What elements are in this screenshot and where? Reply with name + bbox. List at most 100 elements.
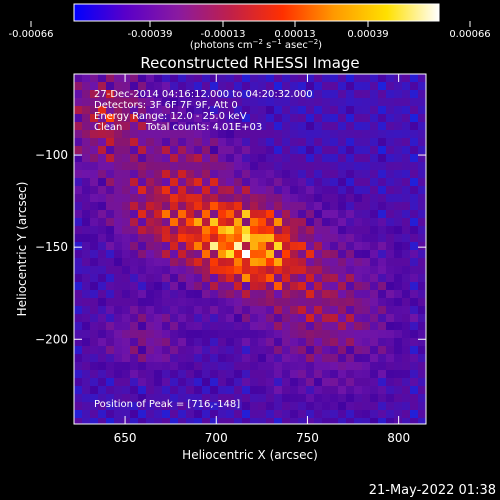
image-cell [90, 226, 98, 234]
image-cell [322, 106, 330, 114]
image-cell [266, 106, 274, 114]
image-cell [306, 162, 314, 170]
image-cell [138, 74, 146, 82]
image-cell [290, 90, 298, 98]
image-cell [82, 410, 90, 418]
image-cell [282, 290, 290, 298]
image-cell [394, 354, 402, 362]
image-cell [194, 282, 202, 290]
image-cell [386, 370, 394, 378]
image-cell [114, 314, 122, 322]
image-cell [290, 202, 298, 210]
image-cell [122, 114, 130, 122]
image-cell [98, 338, 106, 346]
image-cell [106, 386, 114, 394]
image-cell [266, 410, 274, 418]
image-cell [258, 90, 266, 98]
image-cell [98, 162, 106, 170]
image-cell [418, 98, 426, 106]
image-cell [162, 370, 170, 378]
image-cell [90, 418, 98, 424]
image-cell [354, 74, 362, 82]
image-cell [162, 306, 170, 314]
image-cell [338, 290, 346, 298]
image-cell [410, 322, 418, 330]
image-cell [202, 314, 210, 322]
image-cell [322, 202, 330, 210]
image-cell [274, 122, 282, 130]
image-cell [82, 154, 90, 162]
image-cell [354, 210, 362, 218]
image-cell [338, 98, 346, 106]
image-cell [234, 74, 242, 82]
image-cell [146, 194, 154, 202]
image-cell [394, 178, 402, 186]
image-cell [74, 418, 82, 424]
image-cell [274, 82, 282, 90]
image-cell [170, 138, 178, 146]
image-cell [114, 418, 122, 424]
image-cell [130, 266, 138, 274]
image-cell [418, 298, 426, 306]
image-cell [170, 226, 178, 234]
image-cell [218, 330, 226, 338]
image-cell [330, 306, 338, 314]
image-cell [114, 130, 122, 138]
image-cell [274, 162, 282, 170]
image-cell [338, 378, 346, 386]
image-cell [162, 162, 170, 170]
image-cell [226, 322, 234, 330]
image-cell [82, 186, 90, 194]
image-cell [354, 122, 362, 130]
image-cell [346, 170, 354, 178]
image-cell [114, 82, 122, 90]
image-cell [290, 298, 298, 306]
image-cell [130, 394, 138, 402]
image-cell [106, 282, 114, 290]
image-cell [170, 74, 178, 82]
image-cell [386, 354, 394, 362]
image-cell [274, 226, 282, 234]
image-cell [306, 250, 314, 258]
image-cell [114, 306, 122, 314]
image-cell [298, 346, 306, 354]
image-cell [90, 210, 98, 218]
image-cell [346, 378, 354, 386]
image-cell [170, 274, 178, 282]
image-cell [130, 234, 138, 242]
image-cell [418, 194, 426, 202]
image-cell [106, 394, 114, 402]
image-cell [130, 282, 138, 290]
image-cell [170, 154, 178, 162]
image-cell [98, 226, 106, 234]
image-cell [194, 386, 202, 394]
image-cell [306, 330, 314, 338]
image-cell [322, 82, 330, 90]
image-cell [162, 186, 170, 194]
image-cell [330, 322, 338, 330]
image-cell [74, 266, 82, 274]
image-cell [346, 370, 354, 378]
image-cell [266, 378, 274, 386]
image-cell [346, 154, 354, 162]
image-cell [130, 186, 138, 194]
image-cell [186, 114, 194, 122]
image-cell [74, 138, 82, 146]
image-cell [410, 274, 418, 282]
image-cell [250, 146, 258, 154]
image-cell [410, 410, 418, 418]
image-cell [378, 362, 386, 370]
image-cell [218, 202, 226, 210]
image-cell [170, 178, 178, 186]
image-cell [378, 122, 386, 130]
image-cell [386, 306, 394, 314]
image-cell [346, 330, 354, 338]
image-cell [74, 130, 82, 138]
image-cell [354, 250, 362, 258]
image-cell [130, 258, 138, 266]
image-cell [410, 418, 418, 424]
image-cell [370, 258, 378, 266]
image-cell [170, 162, 178, 170]
image-cell [210, 242, 218, 250]
image-cell [162, 250, 170, 258]
